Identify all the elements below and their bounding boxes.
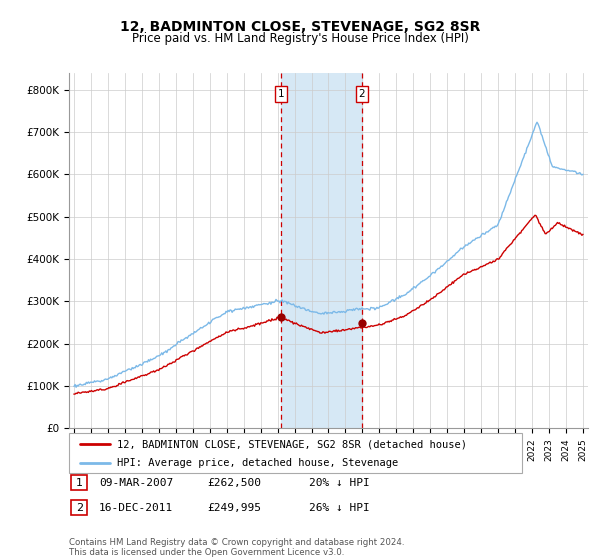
FancyBboxPatch shape (69, 433, 522, 473)
FancyBboxPatch shape (71, 501, 87, 515)
Text: Contains HM Land Registry data © Crown copyright and database right 2024.
This d: Contains HM Land Registry data © Crown c… (69, 538, 404, 557)
Text: 12, BADMINTON CLOSE, STEVENAGE, SG2 8SR (detached house): 12, BADMINTON CLOSE, STEVENAGE, SG2 8SR … (116, 439, 467, 449)
Text: 26% ↓ HPI: 26% ↓ HPI (309, 503, 370, 513)
Text: 20% ↓ HPI: 20% ↓ HPI (309, 478, 370, 488)
Text: £249,995: £249,995 (207, 503, 261, 513)
Text: 09-MAR-2007: 09-MAR-2007 (99, 478, 173, 488)
Text: 1: 1 (277, 89, 284, 99)
FancyBboxPatch shape (71, 475, 87, 490)
Text: £262,500: £262,500 (207, 478, 261, 488)
Text: HPI: Average price, detached house, Stevenage: HPI: Average price, detached house, Stev… (116, 458, 398, 468)
Text: Price paid vs. HM Land Registry's House Price Index (HPI): Price paid vs. HM Land Registry's House … (131, 32, 469, 45)
Text: 1: 1 (76, 478, 83, 488)
Text: 12, BADMINTON CLOSE, STEVENAGE, SG2 8SR: 12, BADMINTON CLOSE, STEVENAGE, SG2 8SR (120, 20, 480, 34)
Text: 16-DEC-2011: 16-DEC-2011 (99, 503, 173, 513)
Bar (281, 73, 362, 428)
Text: 2: 2 (358, 89, 365, 99)
Text: 2: 2 (76, 503, 83, 513)
